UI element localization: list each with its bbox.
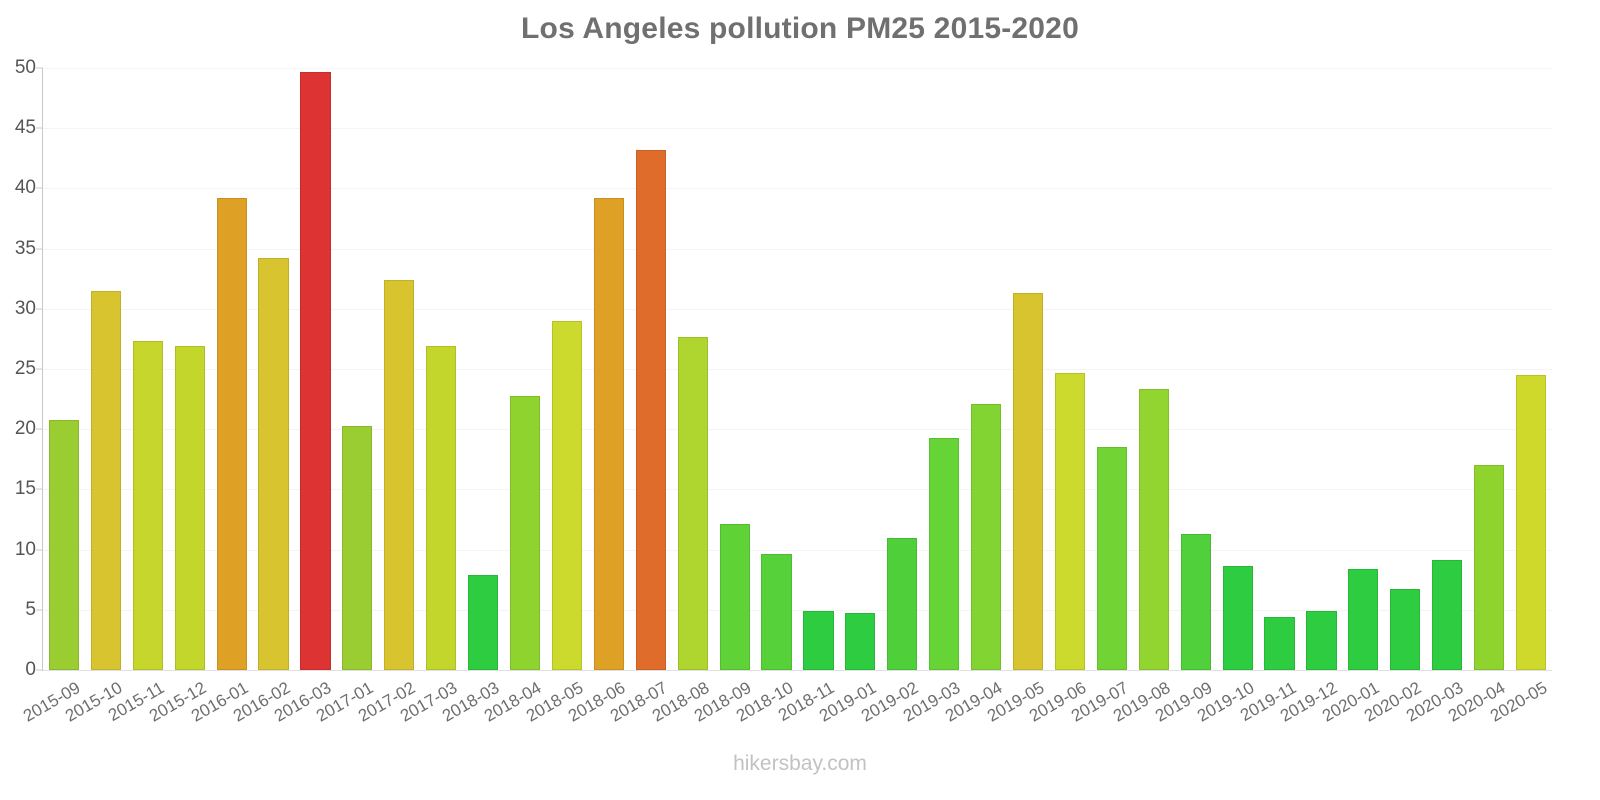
bar[interactable] [803, 611, 834, 670]
bar[interactable] [635, 149, 666, 670]
y-axis-tick-label: 10 [14, 538, 36, 560]
bar[interactable] [1348, 568, 1379, 670]
bar[interactable] [1515, 375, 1547, 670]
y-axis-tick-mark [36, 67, 43, 69]
y-axis-line [42, 68, 43, 671]
bar[interactable] [300, 71, 331, 670]
y-axis-tick-mark [36, 127, 43, 129]
bar-series [43, 68, 1552, 670]
y-axis-tick-label: 0 [25, 659, 36, 680]
bar[interactable] [1474, 465, 1505, 670]
bar[interactable] [719, 524, 750, 670]
bar[interactable] [384, 279, 415, 670]
bar[interactable] [677, 336, 708, 670]
y-axis-tick-label: 40 [14, 177, 36, 199]
bar[interactable] [1054, 372, 1086, 670]
bar[interactable] [90, 290, 121, 670]
bar[interactable] [1222, 566, 1253, 670]
gridline [43, 670, 1552, 671]
bar[interactable] [761, 554, 792, 670]
bar[interactable] [1096, 447, 1127, 670]
chart-title: Los Angeles pollution PM25 2015-2020 [521, 12, 1079, 45]
y-axis-tick-label: 20 [14, 418, 36, 440]
bar[interactable] [509, 395, 541, 670]
y-axis-tick-mark [36, 308, 43, 310]
bar[interactable] [929, 437, 960, 670]
y-axis-tick-label: 50 [14, 57, 36, 78]
y-axis-tick-label: 25 [14, 358, 36, 379]
bar[interactable] [971, 403, 1002, 670]
y-axis-tick-label: 5 [25, 598, 36, 620]
y-axis-tick-mark [36, 248, 43, 250]
bar[interactable] [258, 258, 289, 670]
bar[interactable] [1306, 611, 1337, 670]
bar[interactable] [132, 341, 163, 670]
bar[interactable] [174, 346, 205, 670]
y-axis-tick-mark [36, 669, 43, 671]
bar[interactable] [845, 613, 876, 670]
y-axis-tick-label: 35 [14, 237, 36, 259]
bar[interactable] [887, 537, 918, 670]
y-axis-tick-mark [36, 187, 43, 189]
bar[interactable] [1012, 293, 1044, 670]
bar[interactable] [48, 419, 80, 670]
bar[interactable] [1264, 617, 1295, 670]
y-axis-tick-mark [36, 488, 43, 490]
bar[interactable] [1180, 533, 1211, 670]
bar[interactable] [1138, 389, 1169, 670]
y-axis-tick-label: 30 [14, 297, 36, 319]
y-axis-tick-mark [36, 428, 43, 430]
y-axis-tick-mark [36, 549, 43, 551]
bar[interactable] [426, 346, 457, 670]
y-axis-tick-label: 15 [14, 478, 36, 500]
bar[interactable] [593, 198, 624, 670]
bar[interactable] [1432, 560, 1463, 670]
y-axis-tick-labels: 0 5 10 15 20 25 30 35 40 45 50 [0, 57, 43, 680]
bar[interactable] [216, 198, 247, 670]
bar[interactable] [1390, 589, 1421, 670]
y-axis-tick-label: 45 [14, 117, 36, 139]
footer-watermark: hikersbay.com [733, 752, 867, 775]
bar[interactable] [551, 320, 583, 670]
y-axis-tick-mark [36, 609, 43, 611]
y-axis-tick-mark [36, 368, 43, 370]
bar[interactable] [342, 425, 373, 670]
bar[interactable] [468, 574, 499, 670]
x-axis-tick-labels: 2015-09 2015-10 2015-11 2015-12 2016-01 2016-… [20, 674, 1552, 754]
